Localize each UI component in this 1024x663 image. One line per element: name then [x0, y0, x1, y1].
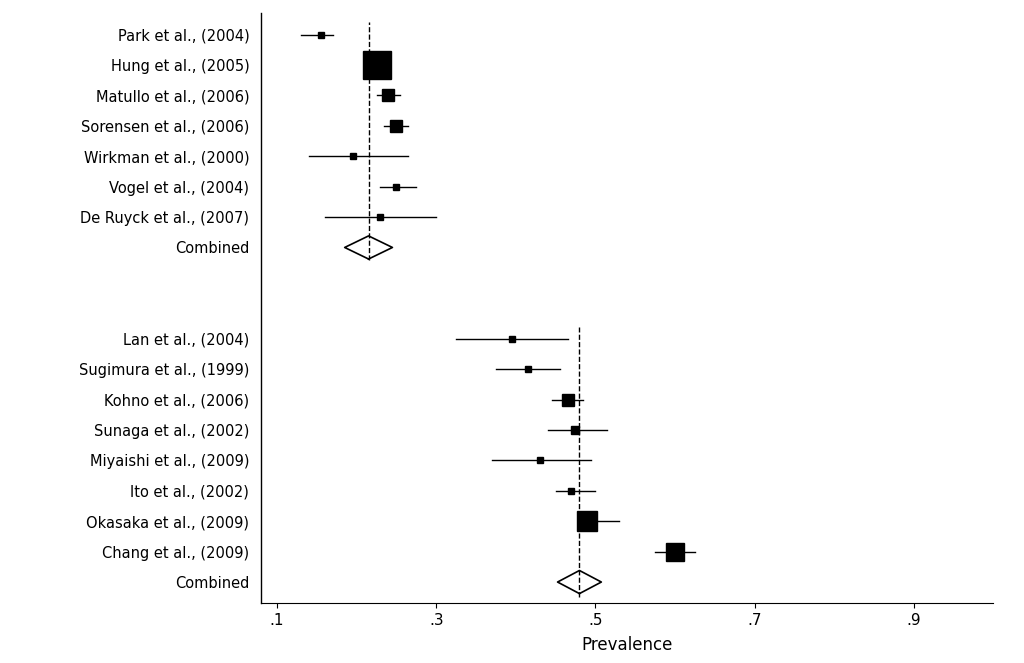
- X-axis label: Prevalence: Prevalence: [582, 636, 673, 654]
